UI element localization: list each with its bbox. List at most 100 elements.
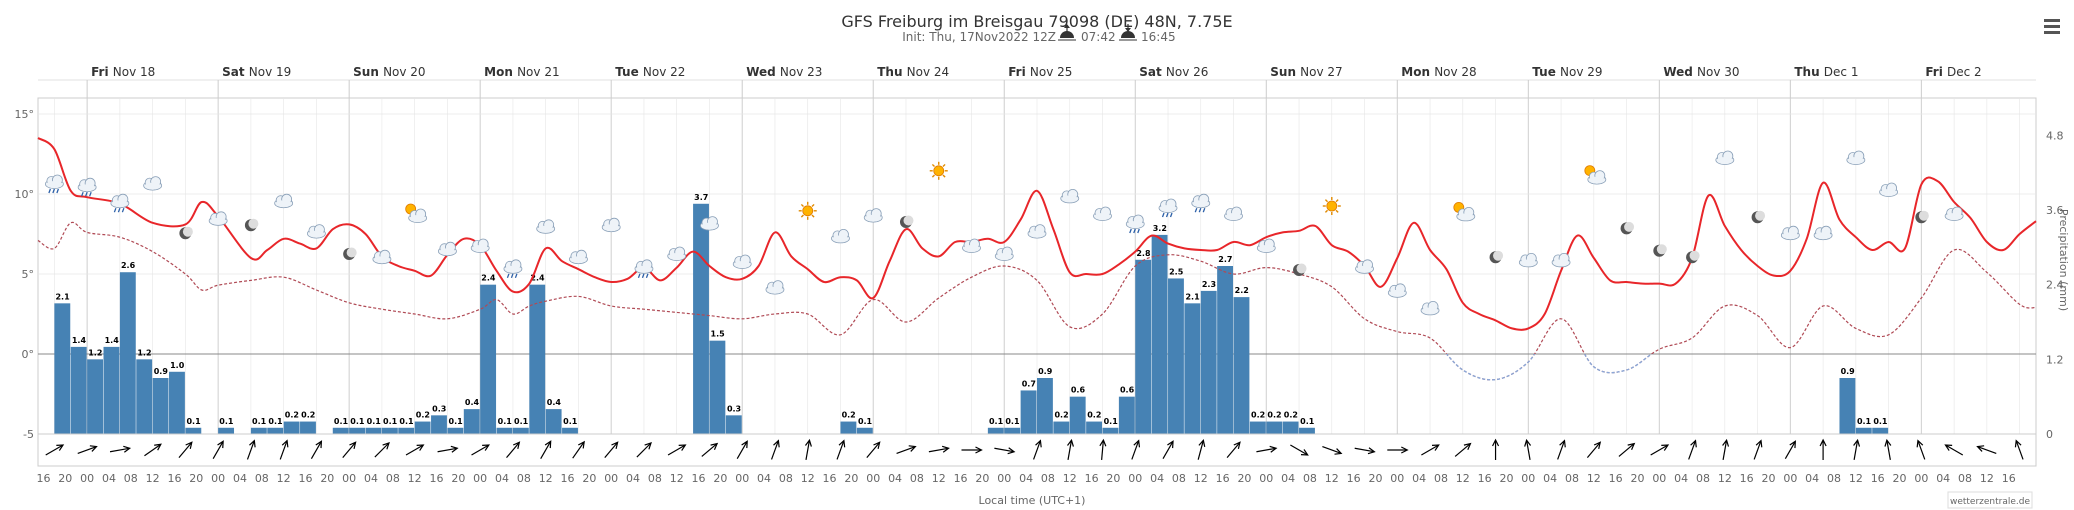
y-axis-left: -5 0° 5° 10° 15° (15, 108, 35, 441)
precip-bar (300, 421, 316, 434)
precip-bar (1266, 421, 1283, 434)
day-header-row: Fri Nov 18 Sat Nov 19 Sun Nov 20 Mon Nov 21… (38, 65, 2036, 98)
x-tick-label: 12 (801, 472, 815, 485)
cloud-icon (962, 238, 981, 253)
wind-arrow (1784, 440, 1797, 459)
x-tick-label: 20 (713, 472, 727, 485)
cloud-icon (307, 224, 326, 239)
precip-bar (1151, 234, 1168, 434)
precip-bar-label: 0.9 (154, 367, 169, 376)
day-label: Tue Nov 29 (1532, 65, 1602, 79)
menu-icon[interactable] (2044, 19, 2060, 34)
rain-icon (110, 193, 130, 213)
precip-bar (414, 421, 431, 434)
day-label: Thu Dec 1 (1794, 65, 1858, 79)
precip-bar-label: 0.4 (465, 398, 480, 407)
wind-arrow (1618, 442, 1636, 457)
moon-icon (1751, 210, 1766, 224)
cloud-icon (470, 238, 490, 253)
wind-arrow (1586, 441, 1602, 459)
x-tick-label: 04 (888, 472, 902, 485)
precip-bar-label: 0.1 (383, 417, 398, 426)
moon-icon (244, 218, 259, 232)
precip-bar (1004, 427, 1021, 434)
x-tick-label: 20 (58, 472, 72, 485)
x-tick-label: 00 (997, 472, 1011, 485)
wind-arrow (572, 440, 585, 459)
moon-icon (1686, 250, 1700, 264)
wind-arrow (279, 439, 289, 460)
x-tick-label: 16 (1609, 472, 1623, 485)
precip-bar (54, 303, 71, 434)
precip-bar (398, 427, 415, 434)
precip-bar-label: 0.2 (1054, 411, 1068, 420)
precip-bar (447, 427, 464, 434)
credit-label[interactable]: wetterzentrale.de (1950, 497, 2031, 507)
y-axis-right: Precipitation (mm) 0 1.2 2.4 3.6 4.8 (2046, 129, 2070, 441)
wind-arrow (1421, 444, 1440, 456)
x-tick-label: 12 (1849, 472, 1863, 485)
precip-bar (381, 427, 398, 434)
weather-icons (44, 150, 1964, 316)
precip-bar (463, 409, 480, 434)
precip-bar-label: 0.1 (399, 417, 414, 426)
precip-bar-label: 0.1 (186, 417, 201, 426)
x-tick-label: 04 (757, 472, 771, 485)
x-tick-label: 00 (866, 472, 880, 485)
precip-bar-label: 0.1 (1300, 417, 1315, 426)
precip-bar (283, 421, 300, 434)
wind-arrow (604, 441, 619, 459)
x-tick-label: 20 (975, 472, 989, 485)
y-axis-right-title: Precipitation (mm) (2057, 209, 2070, 311)
cloud-icon (1813, 225, 1833, 241)
x-tick-label: 12 (539, 472, 553, 485)
cloud-icon (438, 241, 457, 257)
precip-bar-label: 0.1 (1857, 417, 1872, 426)
showers-icon (634, 259, 654, 279)
y-tick-label-left: 0° (22, 348, 35, 361)
x-tick-label: 08 (1434, 472, 1448, 485)
wind-arrow (1524, 438, 1532, 460)
x-tick-label: 04 (1281, 472, 1295, 485)
precip-bar-label: 1.2 (88, 348, 102, 357)
wind-arrow (636, 441, 652, 458)
precip-bar (840, 421, 857, 434)
x-tick-label: 12 (1980, 472, 1994, 485)
chart-title: GFS Freiburg im Breisgau 79098 (DE) 48N,… (841, 12, 1232, 31)
x-tick-label: 08 (255, 472, 269, 485)
precip-bar-label: 0.1 (1873, 417, 1888, 426)
x-tick-label: 12 (146, 472, 160, 485)
cloud-icon (1879, 182, 1899, 197)
wind-arrow (1944, 444, 1964, 456)
wind-arrow (1256, 445, 1278, 453)
precip-bar-label: 0.7 (1022, 379, 1036, 388)
cloud-icon (536, 219, 556, 234)
x-tick-label: 12 (1063, 472, 1077, 485)
cloud-icon (1256, 238, 1276, 253)
x-tick-label: 20 (844, 472, 858, 485)
wind-arrow (1290, 444, 1309, 456)
x-tick-label: 00 (604, 472, 618, 485)
x-tick-label: 16 (298, 472, 312, 485)
precip-bar (545, 409, 562, 434)
x-tick-label: 16 (1871, 472, 1885, 485)
wind-arrow (109, 445, 132, 453)
wind-arrow (1322, 446, 1343, 455)
sunrise-time: 07:42 (1081, 30, 1116, 44)
wind-arrow (45, 444, 65, 456)
precip-bar-label: 0.1 (563, 417, 578, 426)
precip-bar (70, 346, 87, 434)
x-tick-label: 04 (626, 472, 640, 485)
wind-arrow (1688, 439, 1697, 460)
precip-bar-label: 0.1 (1104, 417, 1119, 426)
x-tick-label: 08 (910, 472, 924, 485)
precip-bar-label: 0.9 (1841, 367, 1856, 376)
showers-icon (77, 177, 97, 197)
precip-bar (562, 427, 578, 434)
init-line: Init: Thu, 17Nov2022 12Z 07:42 16:45 (902, 24, 1176, 44)
precip-bar-label: 3.7 (694, 193, 708, 202)
x-tick-label: 16 (1478, 472, 1492, 485)
x-tick-label: 00 (1259, 472, 1273, 485)
x-tick-label: 16 (167, 472, 181, 485)
